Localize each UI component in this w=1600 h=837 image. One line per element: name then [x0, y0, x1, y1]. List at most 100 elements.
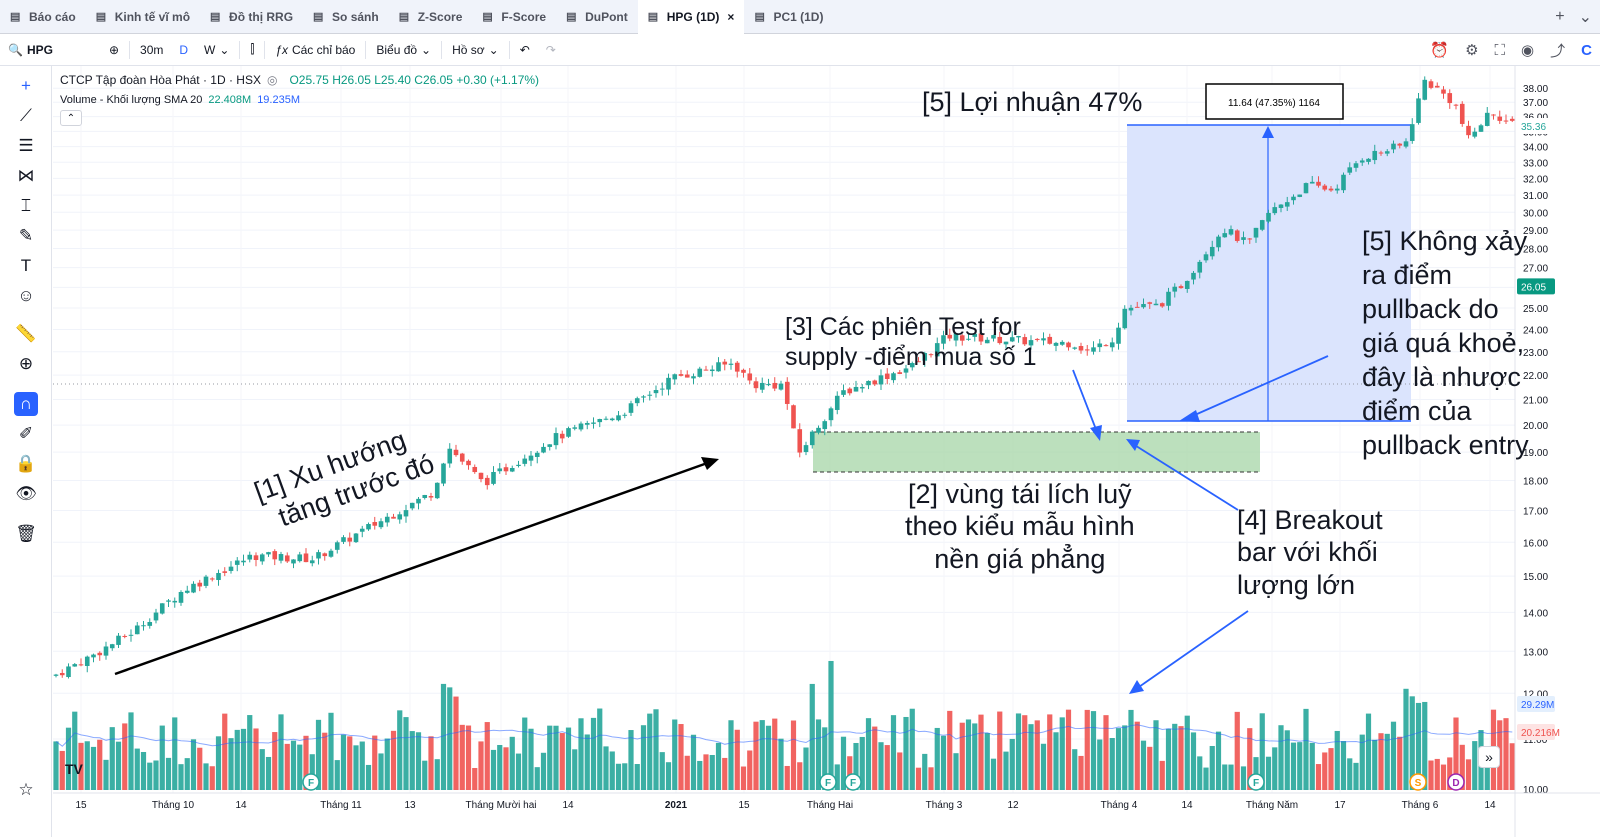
gear-icon[interactable]: ⚙	[1465, 42, 1479, 59]
volume-bar	[128, 712, 134, 790]
interval-d[interactable]: D	[171, 34, 196, 66]
tab-hpg-1d-[interactable]: ▤ HPG (1D) ×	[637, 0, 745, 34]
magnet-icon[interactable]: ∩	[14, 392, 38, 416]
volume-bar	[203, 763, 209, 790]
candle-body	[1341, 174, 1346, 191]
text-icon[interactable]: T	[20, 256, 32, 275]
candle-body	[1053, 342, 1059, 346]
measure-icon[interactable]: ⌶	[20, 196, 32, 215]
redo-button[interactable]: ↷	[538, 34, 564, 66]
ruler-icon[interactable]: 📏	[15, 324, 37, 343]
candle-body	[503, 467, 509, 472]
profile-label: Hồ sơ	[452, 42, 485, 57]
event-marker[interactable]	[1409, 773, 1427, 791]
collapse-legend-button[interactable]: ⌃	[60, 110, 82, 126]
brush-icon[interactable]: ✎	[18, 226, 34, 245]
tab-z-score[interactable]: ▤ Z-Score	[389, 0, 473, 34]
volume-bar	[234, 729, 240, 790]
volume-bar	[1484, 766, 1490, 790]
event-marker[interactable]	[1247, 773, 1265, 791]
tab--th-rrg[interactable]: ▤ Đồ thị RRG	[200, 0, 303, 34]
interval-w[interactable]: W ⌄	[196, 34, 237, 66]
candle-body	[1334, 188, 1340, 191]
legend-title: CTCP Tập đoàn Hòa Phát · 1D · HSX	[60, 73, 261, 87]
candle-body	[1266, 212, 1271, 222]
volume-bar	[634, 764, 640, 790]
volume-bar	[1278, 725, 1284, 790]
time-tick: Tháng 10	[152, 800, 195, 811]
chart-type-button[interactable]: Biểu đồ ⌄	[368, 34, 439, 66]
tab-pc1-1d-[interactable]: ▤ PC1 (1D)	[744, 0, 833, 34]
price-chart[interactable]: 11.64 (47.35%) 1164 38.0037.0036.0035.00…	[53, 66, 1600, 837]
symbol-search[interactable]: 🔍 HPG	[0, 34, 61, 66]
candle-body	[91, 654, 96, 658]
measure-arrowhead	[1262, 126, 1274, 138]
star-icon[interactable]: ☆	[18, 780, 34, 799]
volume-bar	[159, 725, 165, 790]
divider	[239, 40, 241, 59]
price-tick: 17.00	[1523, 506, 1548, 517]
zoom-icon[interactable]: ⊕	[18, 354, 34, 373]
pattern-icon[interactable]: ⋈	[17, 166, 35, 185]
fullscreen-icon[interactable]: ⛶	[1494, 41, 1506, 59]
alert-icon[interactable]: ⏰	[1430, 42, 1450, 59]
volume-bar	[1222, 764, 1228, 790]
tab-f-score[interactable]: ▤ F-Score	[472, 0, 556, 34]
event-marker[interactable]	[844, 773, 862, 791]
volume-bar	[1340, 741, 1347, 790]
add-tab-icon[interactable]: +	[1555, 8, 1565, 25]
volume-bar	[1447, 757, 1453, 790]
tab-b-o-c-o[interactable]: ▤ Báo cáo	[0, 0, 86, 34]
event-marker[interactable]	[819, 773, 837, 791]
compare-add-button[interactable]: ⊕	[101, 34, 127, 66]
trend-line-icon[interactable]: ⟋	[20, 106, 32, 125]
fib-icon[interactable]: ☰	[18, 136, 34, 155]
event-marker[interactable]	[1447, 773, 1465, 791]
volume-bar	[1197, 756, 1203, 790]
a5-line: đây là nhược	[1362, 362, 1521, 393]
volume-bar	[615, 763, 622, 790]
tab-kinh-t-v-m-[interactable]: ▤ Kinh tế vĩ mô	[86, 0, 200, 34]
volume-bar	[253, 728, 259, 790]
lock-icon[interactable]: 🔒	[15, 454, 37, 473]
measure-area	[1127, 125, 1411, 421]
tab-so-s-nh[interactable]: ▤ So sánh	[303, 0, 389, 34]
event-marker[interactable]	[302, 773, 320, 791]
volume-bar	[697, 760, 703, 790]
eye-slash-icon[interactable]: ◎	[266, 73, 278, 87]
candle-body	[1122, 308, 1128, 329]
tab-label: PC1 (1D)	[773, 9, 824, 24]
scroll-to-realtime-button[interactable]: »	[1478, 746, 1500, 768]
indicators-button[interactable]: ƒx Các chỉ báo	[267, 34, 363, 66]
candle-style-button[interactable]: ⫿	[242, 34, 262, 66]
volume-bar	[259, 749, 265, 790]
profile-button[interactable]: Hồ sơ ⌄	[444, 34, 507, 66]
camera-icon[interactable]: ◉	[1521, 42, 1535, 59]
eye-icon[interactable]: 👁	[15, 484, 37, 503]
candle-body	[241, 560, 246, 563]
volume-bar	[1372, 739, 1378, 790]
tab-dupont[interactable]: ▤ DuPont	[556, 0, 638, 34]
candle-body	[1116, 327, 1121, 344]
annotation-3: [3] Các phiên Test for supply -điểm mua s…	[785, 312, 1037, 372]
volume-bar	[865, 718, 872, 790]
undo-button[interactable]: ↶	[512, 34, 538, 66]
lock-drawings-icon[interactable]: ✐	[18, 424, 34, 443]
event-marker-label: F	[850, 778, 856, 789]
interval-30m[interactable]: 30m	[132, 34, 171, 66]
candle-body	[1278, 204, 1284, 208]
volume-bar	[803, 747, 809, 790]
crosshair-icon[interactable]: +	[21, 76, 31, 95]
close-icon[interactable]: ×	[727, 9, 735, 24]
emoji-icon[interactable]: ☺	[17, 286, 35, 305]
candle-body	[334, 542, 340, 550]
share-icon[interactable]: ⤴	[1550, 42, 1566, 60]
candle-body	[1372, 150, 1378, 161]
trash-icon[interactable]: 🗑	[15, 524, 37, 543]
candle-body	[1028, 340, 1034, 346]
volume-bar	[1397, 736, 1403, 790]
candle-body	[197, 582, 203, 587]
candle-body	[1409, 124, 1415, 141]
chevron-down-icon[interactable]: ⌄	[1578, 9, 1592, 26]
compare-icon: ▤	[313, 10, 324, 23]
